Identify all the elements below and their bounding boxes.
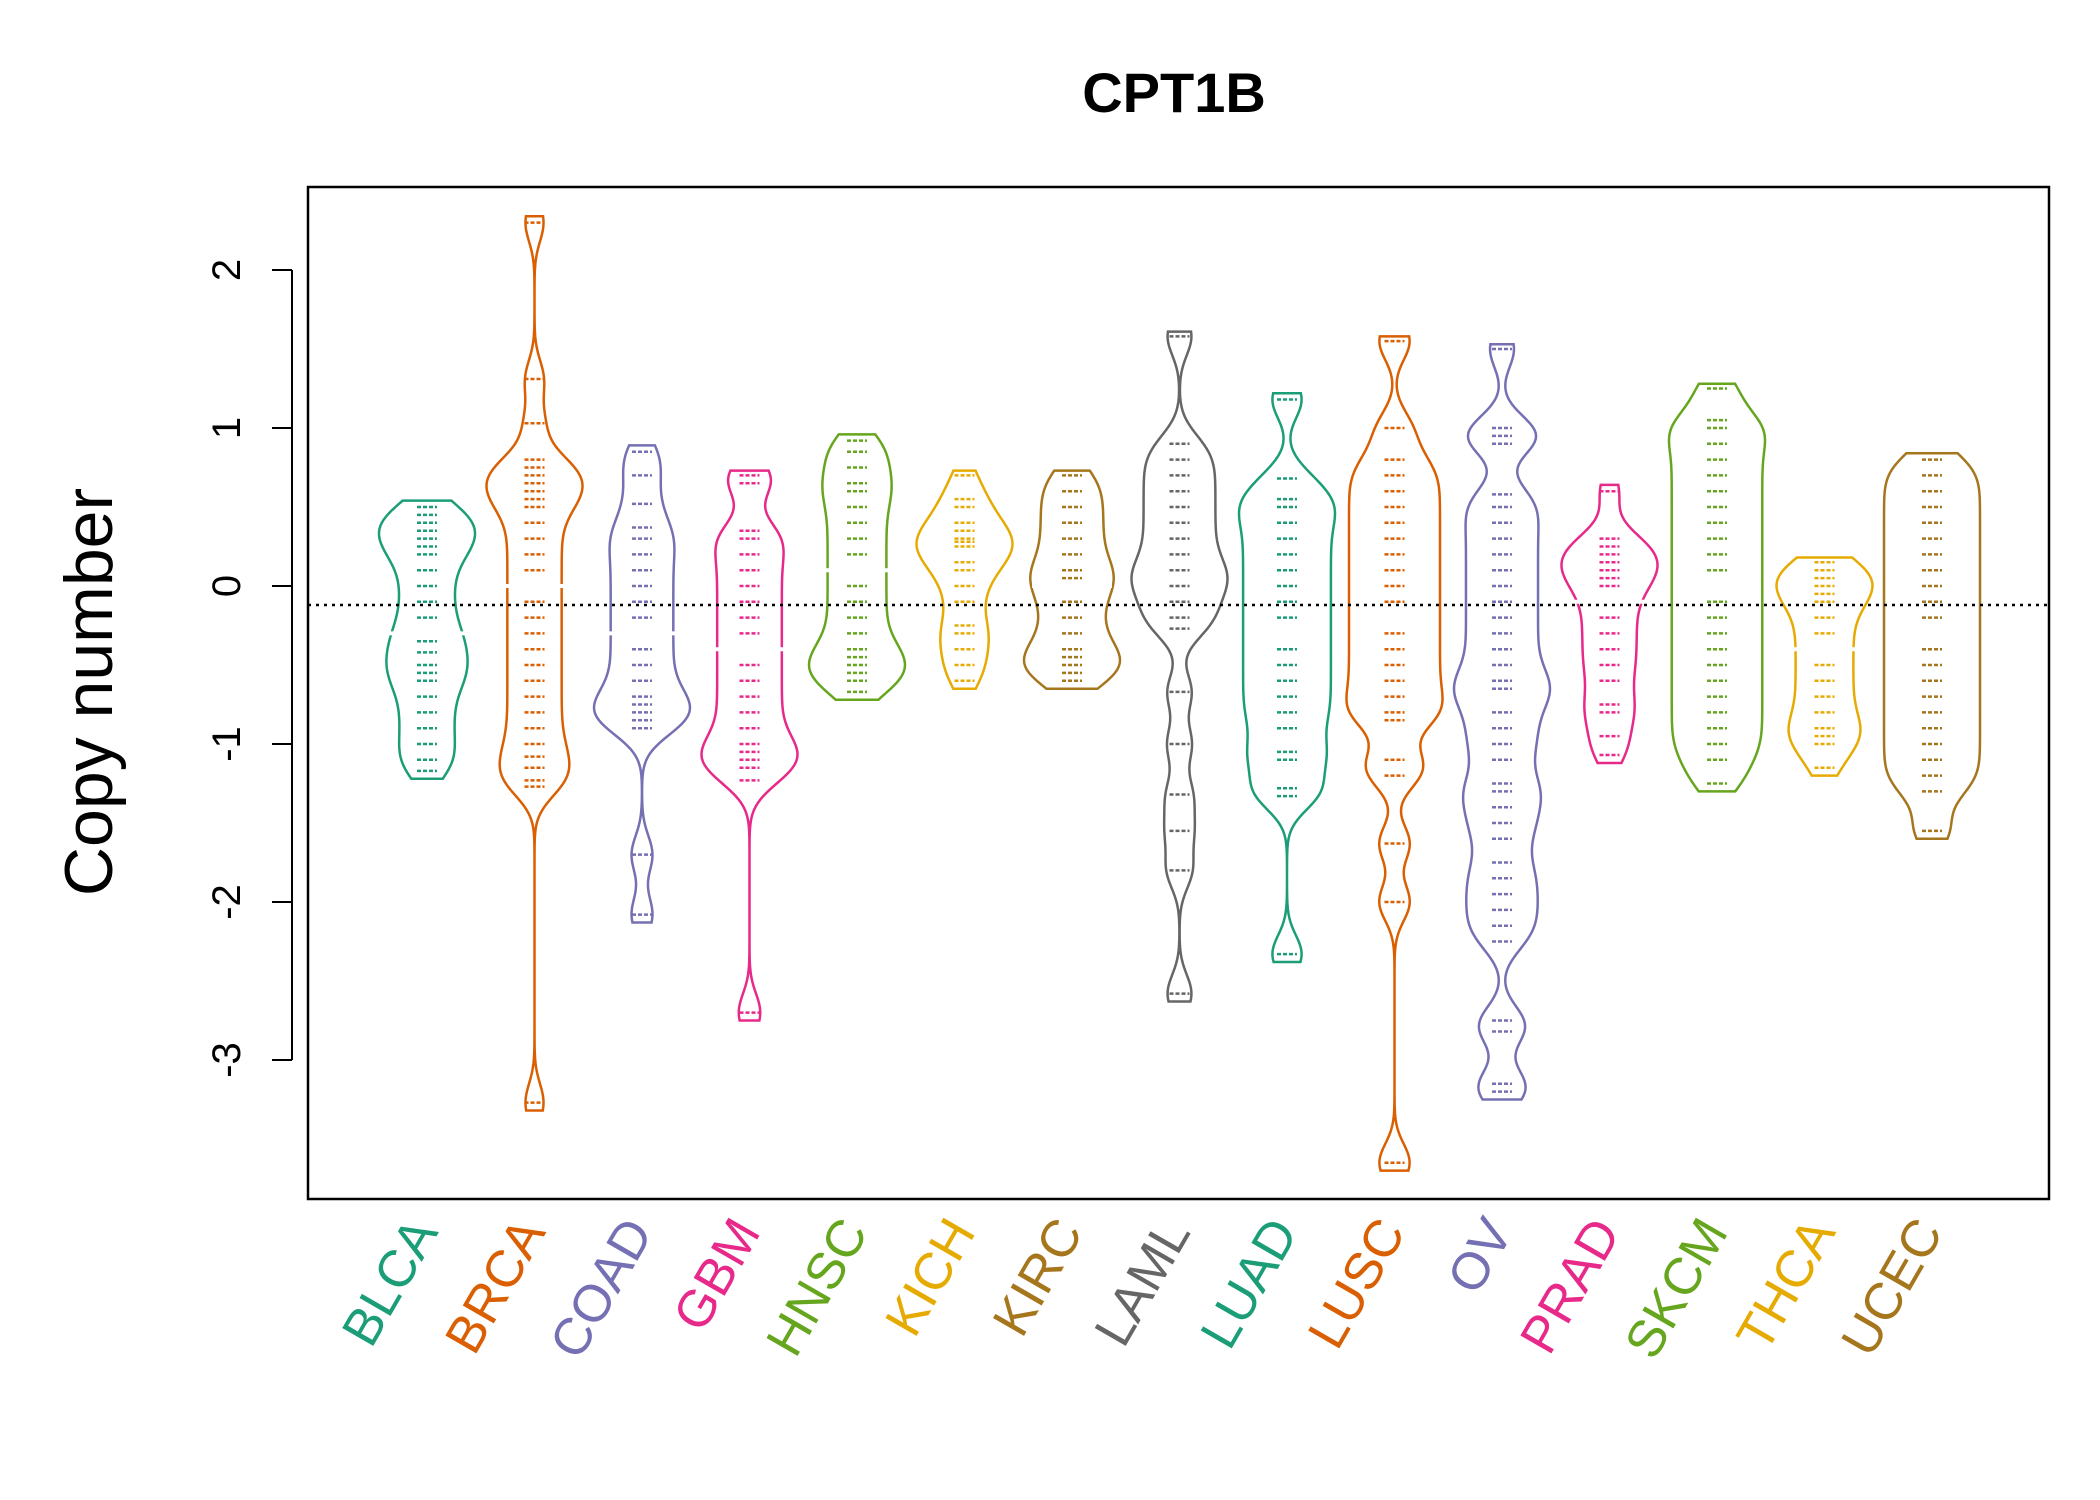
bean-density-outline: [592, 444, 692, 924]
y-tick-label: -1: [205, 726, 249, 762]
y-tick-label: 2: [205, 259, 249, 281]
bean-density-outline: [915, 469, 1014, 690]
x-tick-label: PRAD: [1509, 1209, 1631, 1363]
bean-kirc: [1022, 469, 1122, 690]
bean-luad: [1237, 391, 1337, 964]
x-tick-label: HNSC: [755, 1209, 879, 1366]
x-tick-label: OV: [1437, 1209, 1525, 1303]
x-tick-label: LUSC: [1297, 1209, 1417, 1358]
bean-density-outline: [1560, 483, 1659, 765]
bean-blca: [377, 499, 477, 781]
bean-kich: [915, 469, 1014, 690]
bean-series-group: [377, 215, 1982, 1172]
x-tick-label: KIRC: [982, 1209, 1094, 1346]
x-tick-label: LAML: [1084, 1209, 1202, 1356]
x-tick-label: LUAD: [1190, 1209, 1310, 1358]
x-tick-label: BLCA: [331, 1209, 449, 1356]
bean-lusc: [1345, 335, 1444, 1172]
y-tick-label: -2: [205, 884, 249, 920]
bean-thca: [1775, 556, 1874, 777]
bean-density-outline: [1130, 330, 1229, 1003]
bean-brca: [485, 215, 584, 1112]
bean-density-outline: [485, 215, 584, 1112]
bean-density-outline: [1775, 556, 1874, 777]
y-tick-label: -3: [205, 1042, 249, 1078]
y-tick-label: 0: [205, 575, 249, 597]
bean-ov: [1452, 343, 1552, 1101]
bean-density-outline: [700, 469, 799, 1022]
bean-laml: [1130, 330, 1229, 1003]
plot-frame: [306, 185, 2051, 1201]
chart-title: CPT1B: [1082, 61, 1266, 124]
bean-density-outline: [1237, 391, 1337, 964]
x-tick-label: UCEC: [1830, 1209, 1954, 1366]
bean-density-outline: [1022, 469, 1122, 690]
x-tick-label: THCA: [1726, 1209, 1847, 1361]
y-axis: 2 1 0 -1 -2 -3: [205, 259, 293, 1078]
x-tick-label: COAD: [539, 1209, 664, 1368]
bean-ucec: [1882, 452, 1982, 841]
bean-hnsc: [807, 433, 907, 702]
bean-density-outline: [377, 499, 477, 781]
x-tick-label: GBM: [662, 1209, 771, 1341]
y-axis-label: Copy number: [51, 488, 127, 896]
bean-skcm: [1667, 382, 1767, 793]
bean-density-outline: [807, 433, 907, 702]
x-tick-label: SKCM: [1614, 1209, 1739, 1368]
bean-density-outline: [1452, 343, 1552, 1101]
y-tick-label: 1: [205, 417, 249, 439]
bean-gbm: [700, 469, 799, 1022]
bean-density-outline: [1882, 452, 1982, 841]
bean-coad: [592, 444, 692, 924]
x-tick-label: KICH: [875, 1209, 987, 1346]
bean-density-outline: [1667, 382, 1767, 793]
bean-density-outline: [1345, 335, 1444, 1172]
bean-prad: [1560, 483, 1659, 765]
